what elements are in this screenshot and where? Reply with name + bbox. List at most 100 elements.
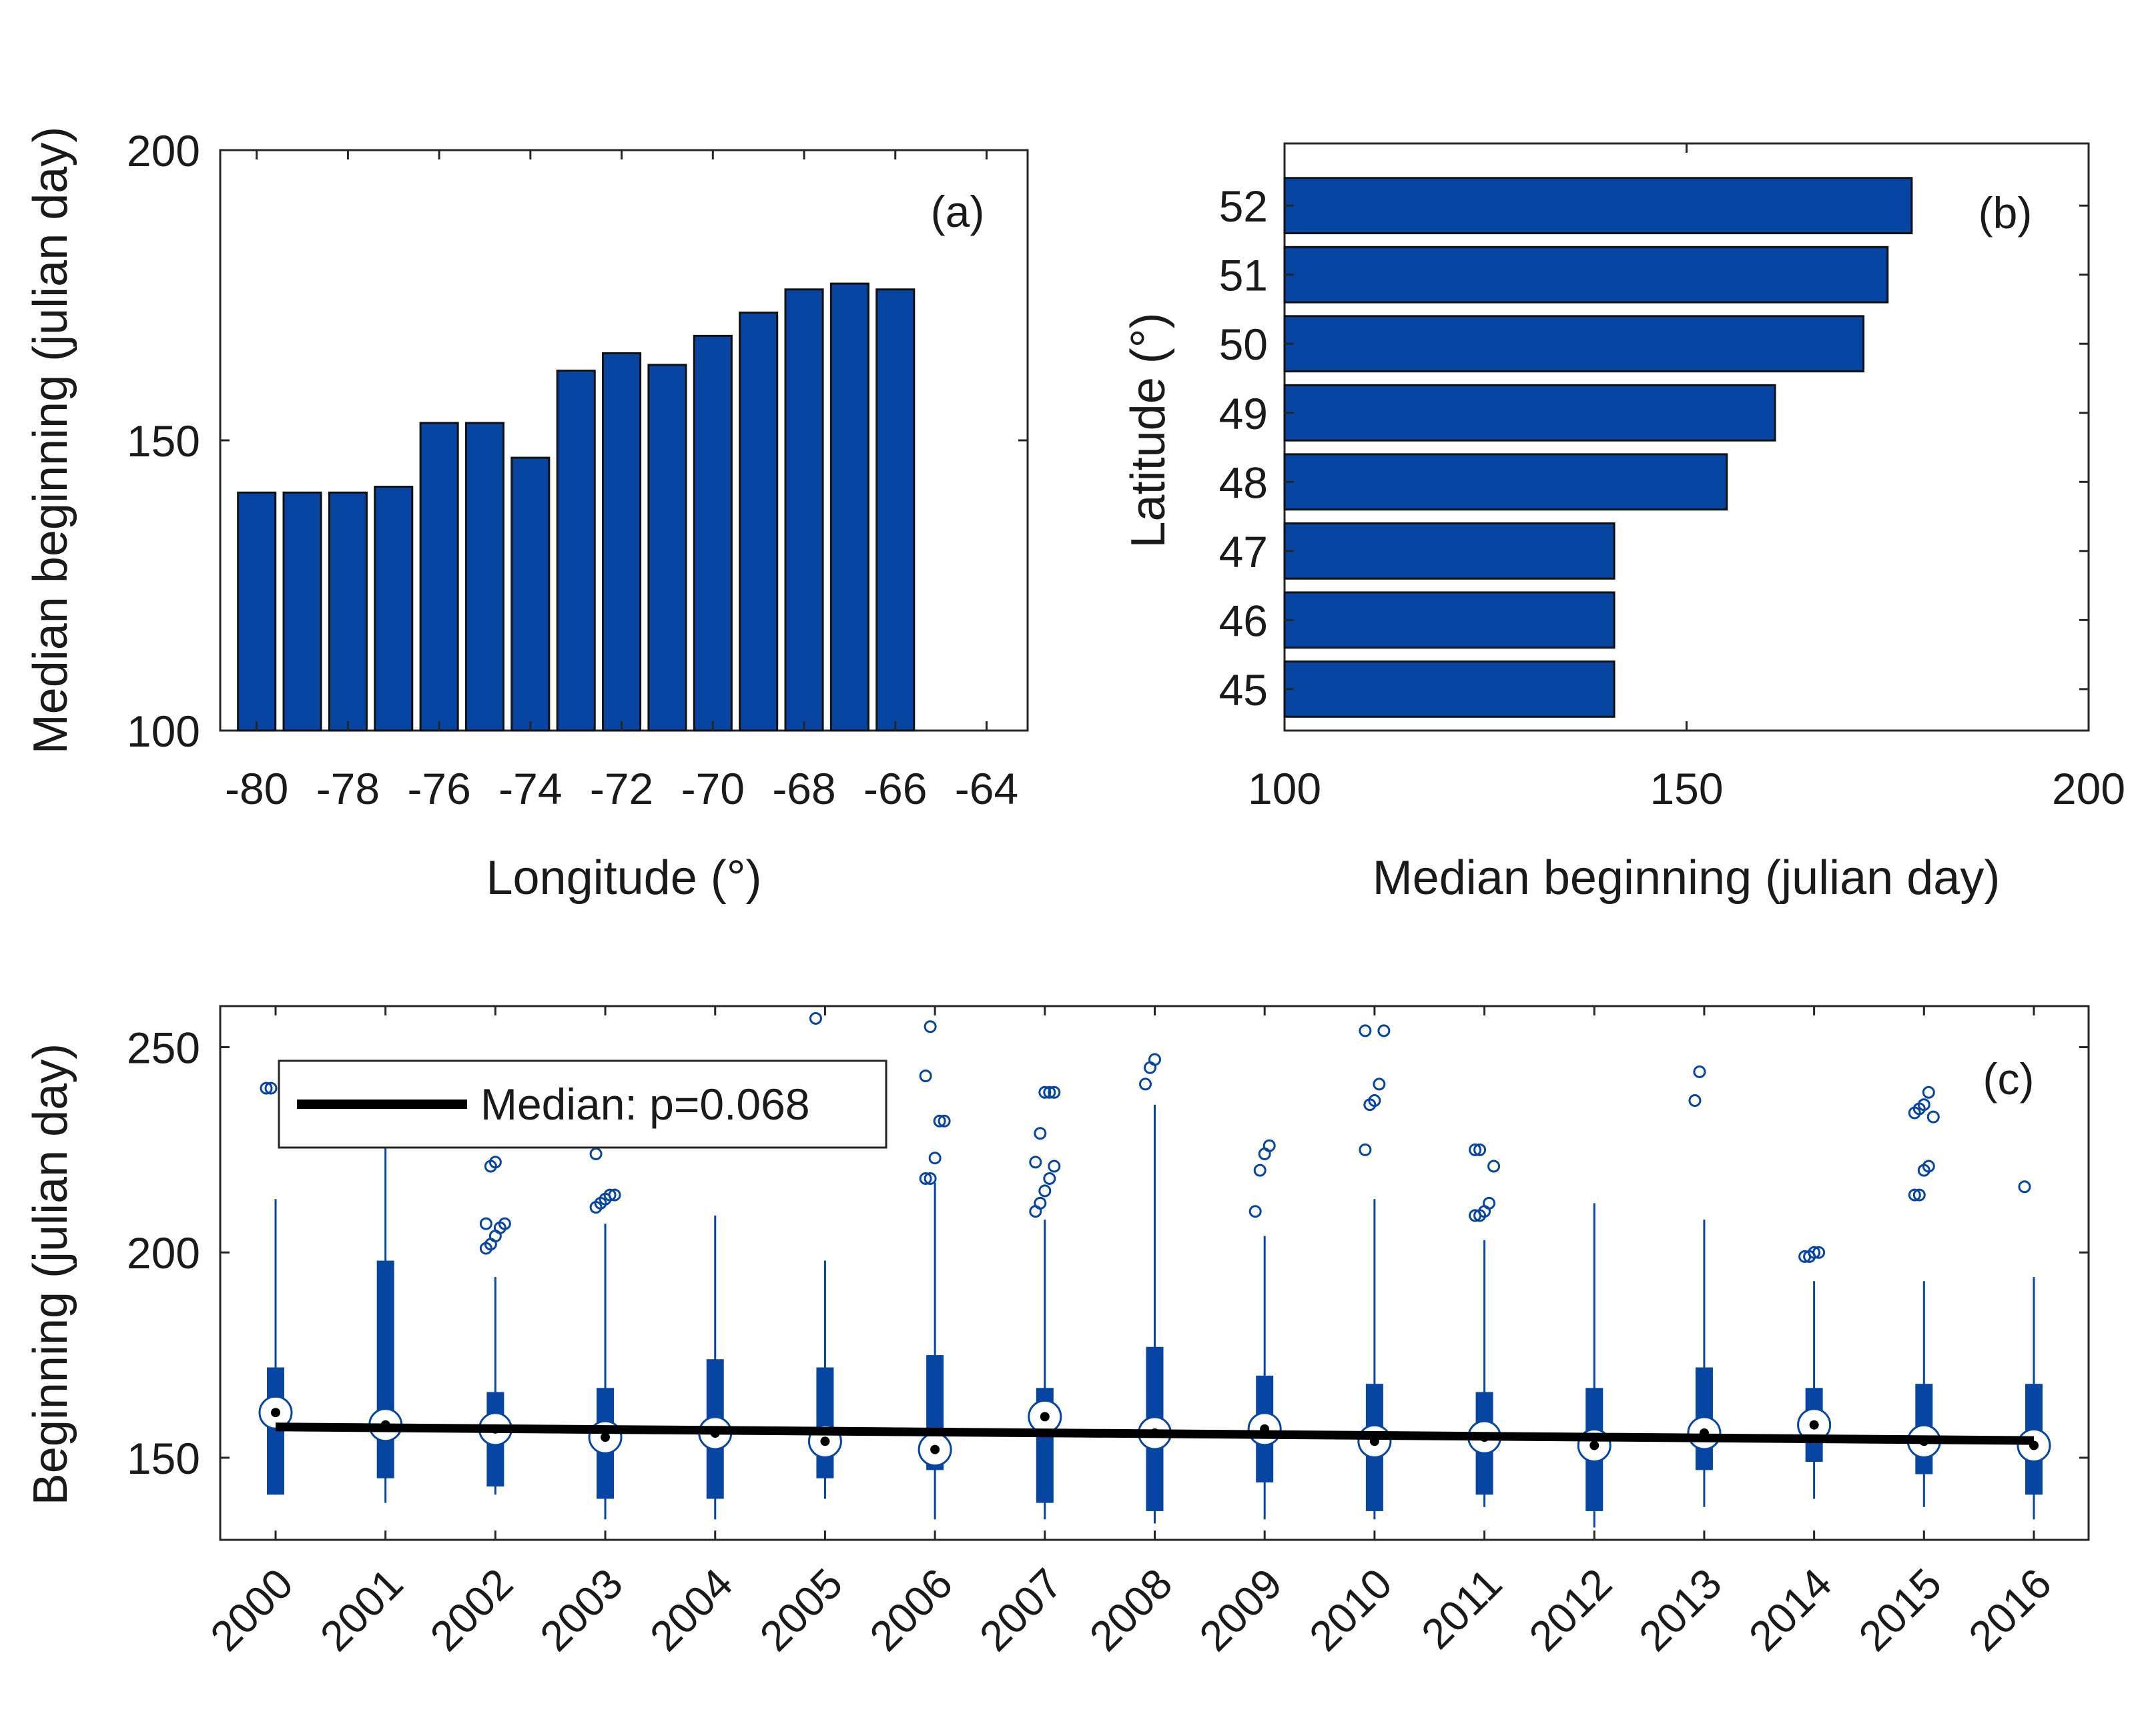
a-xtick-label-0: -80	[225, 764, 288, 813]
bar-a-6	[510, 456, 551, 732]
outlier-13-0	[1688, 1094, 1702, 1108]
outlier-10-0	[1359, 1143, 1372, 1156]
bar-b-6	[1283, 246, 1889, 304]
outlier-9-0	[1248, 1205, 1262, 1218]
outlier-9-1	[1253, 1164, 1267, 1177]
outlier-2-7	[488, 1156, 502, 1169]
bar-a-8	[602, 352, 642, 732]
c-xtick-label-5: 2005	[751, 1559, 852, 1661]
outlier-3-4	[608, 1188, 621, 1202]
outlier-3-5	[589, 1148, 603, 1161]
bar-a-3	[374, 486, 414, 732]
outlier-2-4	[498, 1217, 511, 1230]
outlier-15-8	[1922, 1086, 1935, 1099]
panel-c-ylabel: Beginning (julian day)	[24, 1043, 77, 1505]
bar-a-10	[693, 334, 733, 732]
b-xtick-label-1: 150	[1650, 764, 1723, 813]
c-ytick-label-1: 200	[127, 1228, 200, 1278]
bar-b-3	[1283, 453, 1728, 511]
a-xtick-label-4: -72	[590, 764, 653, 813]
c-ytick-label-2: 250	[127, 1023, 200, 1073]
outlier-15-7	[1917, 1098, 1930, 1112]
a-xtick-label-1: -78	[316, 764, 380, 813]
c-xtick-label-6: 2006	[860, 1559, 962, 1661]
bar-b-2	[1283, 522, 1616, 580]
median-dot-0	[271, 1408, 280, 1418]
outlier-6-1	[924, 1172, 937, 1185]
a-xtick-label-6: -68	[772, 764, 835, 813]
outlier-7-5	[1029, 1156, 1042, 1169]
median-dot-7	[1040, 1412, 1050, 1422]
outlier-6-3	[933, 1114, 946, 1128]
bar-a-1	[282, 491, 322, 732]
median-dot-5	[820, 1436, 830, 1446]
bar-a-9	[647, 364, 687, 732]
panel-a-xlabel: Longitude (°)	[486, 851, 761, 905]
outlier-3-3	[603, 1188, 617, 1202]
outlier-6-4	[938, 1114, 951, 1128]
bar-a-2	[328, 491, 368, 732]
c-xtick-label-16: 2016	[1959, 1559, 2061, 1661]
c-ytick-label-0: 150	[127, 1434, 200, 1483]
a-ytick-label-2: 200	[127, 126, 200, 175]
c-xtick-label-13: 2013	[1630, 1559, 1731, 1661]
outlier-15-4	[1926, 1110, 1940, 1124]
b-ytick-label-6: 51	[1219, 251, 1268, 300]
outlier-7-4	[1048, 1160, 1061, 1173]
bar-a-12	[784, 288, 824, 732]
median-dot-12	[1589, 1440, 1599, 1450]
median-trend-line	[275, 1422, 2035, 1445]
outlier-0-1	[264, 1081, 278, 1095]
c-xtick-label-15: 2015	[1850, 1559, 1951, 1661]
bar-a-7	[556, 370, 596, 732]
a-xtick-label-5: -70	[681, 764, 745, 813]
outlier-5-0	[809, 1011, 822, 1025]
outlier-10-4	[1377, 1024, 1391, 1037]
outlier-11-6	[1473, 1143, 1487, 1156]
outlier-14-3	[1812, 1246, 1826, 1259]
outlier-7-6	[1034, 1127, 1047, 1140]
outlier-8-2	[1148, 1053, 1161, 1066]
bar-a-0	[237, 491, 277, 732]
c-xtick-label-14: 2014	[1740, 1559, 1841, 1661]
outlier-7-2	[1038, 1184, 1052, 1198]
a-xtick-label-8: -64	[955, 764, 1018, 813]
c-xtick-label-0: 2000	[201, 1559, 302, 1661]
panel-c-legend: Median: p=0.068	[278, 1059, 887, 1149]
c-xtick-label-11: 2011	[1412, 1559, 1511, 1658]
outlier-15-3	[1922, 1160, 1935, 1173]
b-ytick-label-3: 48	[1219, 458, 1268, 507]
outlier-11-3	[1483, 1196, 1496, 1210]
bar-b-5	[1283, 315, 1865, 373]
b-ytick-label-7: 52	[1219, 181, 1268, 231]
bar-b-1	[1283, 591, 1616, 649]
b-xtick-label-2: 200	[2052, 764, 2125, 813]
median-dot-3	[601, 1432, 611, 1442]
outlier-6-5	[919, 1069, 932, 1083]
b-ytick-label-1: 46	[1219, 596, 1268, 645]
outlier-6-6	[924, 1020, 937, 1033]
outlier-7-9	[1048, 1086, 1061, 1099]
b-xtick-label-0: 100	[1248, 764, 1321, 813]
panel-a-ylabel: Median beginning (julian day)	[24, 127, 77, 755]
outlier-7-7	[1038, 1086, 1052, 1099]
outlier-10-5	[1359, 1024, 1372, 1037]
outlier-7-3	[1043, 1172, 1056, 1185]
c-xtick-label-4: 2004	[641, 1559, 742, 1661]
panel-a-ticks: -80 -78 -76 -74 -72 -70 -68 -66 -64 100 150 200	[127, 126, 1028, 813]
c-xtick-label-3: 2003	[530, 1559, 632, 1661]
outlier-2-5	[479, 1217, 492, 1230]
b-ytick-label-4: 49	[1219, 389, 1268, 438]
outlier-9-3	[1263, 1139, 1276, 1152]
panel-b-xlabel: Median beginning (julian day)	[1373, 851, 2001, 905]
panel-b-latitude-chart: 45 46 47 48 49 50 51 52 100 150 200 (b) Median beg…	[1122, 142, 2125, 905]
c-xtick-label-7: 2007	[970, 1559, 1072, 1661]
c-xtick-label-2: 2002	[421, 1559, 522, 1661]
b-ytick-label-5: 50	[1219, 320, 1268, 369]
legend-label: Median: p=0.068	[480, 1079, 810, 1129]
outlier-6-0	[919, 1172, 932, 1185]
outlier-14-2	[1808, 1246, 1821, 1259]
bar-b-0	[1283, 660, 1616, 718]
bar-a-14	[875, 288, 916, 732]
